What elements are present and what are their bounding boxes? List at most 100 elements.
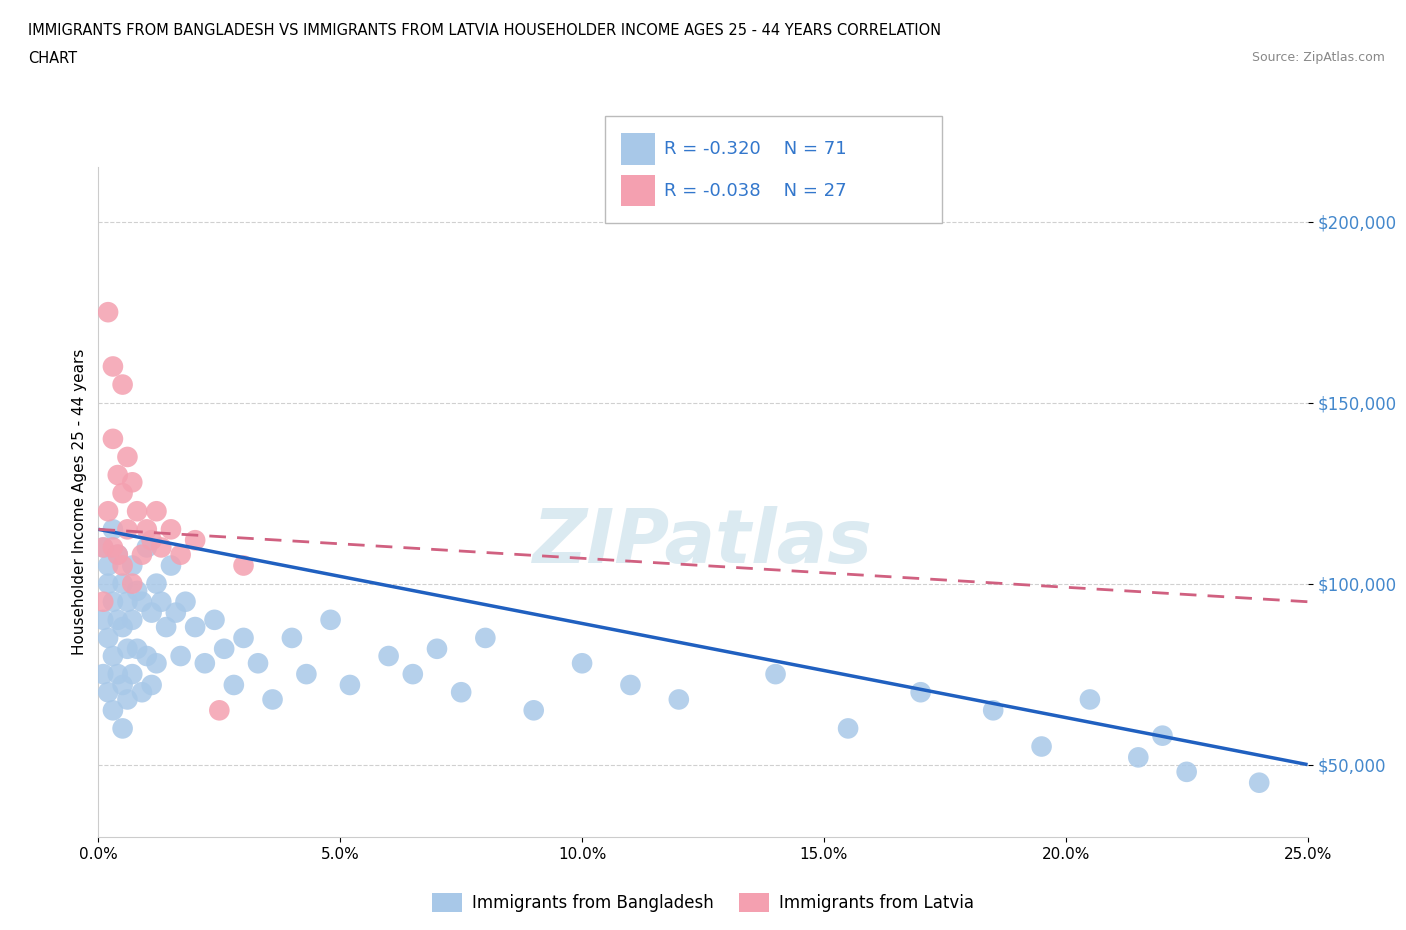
Point <box>222 678 245 693</box>
Point <box>97 504 120 519</box>
Point <box>121 558 143 573</box>
Point <box>107 468 129 483</box>
Point <box>523 703 546 718</box>
Point <box>169 547 191 562</box>
Point <box>160 558 183 573</box>
Point <box>155 619 177 634</box>
Point <box>127 642 149 657</box>
Point <box>97 631 120 645</box>
Point <box>232 558 254 573</box>
Point <box>121 612 143 627</box>
Point <box>107 612 129 627</box>
Point <box>339 678 361 693</box>
Point <box>101 648 124 663</box>
Point <box>135 648 157 663</box>
Point <box>111 558 134 573</box>
Point <box>474 631 496 645</box>
Point <box>111 721 134 736</box>
Point <box>426 642 449 657</box>
Point <box>111 678 134 693</box>
Point <box>295 667 318 682</box>
Text: IMMIGRANTS FROM BANGLADESH VS IMMIGRANTS FROM LATVIA HOUSEHOLDER INCOME AGES 25 : IMMIGRANTS FROM BANGLADESH VS IMMIGRANTS… <box>28 23 941 38</box>
Point <box>232 631 254 645</box>
Point <box>204 612 226 627</box>
Point <box>837 721 859 736</box>
Point <box>145 577 167 591</box>
Point <box>111 577 134 591</box>
Point <box>150 594 173 609</box>
Text: R = -0.038    N = 27: R = -0.038 N = 27 <box>664 181 846 200</box>
Text: CHART: CHART <box>28 51 77 66</box>
Point <box>135 540 157 555</box>
Point <box>127 504 149 519</box>
Point <box>91 594 114 609</box>
Text: Source: ZipAtlas.com: Source: ZipAtlas.com <box>1251 51 1385 64</box>
Point <box>121 577 143 591</box>
Point <box>141 678 163 693</box>
Point <box>1031 739 1053 754</box>
Text: ZIPatlas: ZIPatlas <box>533 506 873 578</box>
Text: R = -0.320    N = 71: R = -0.320 N = 71 <box>664 140 846 158</box>
Point <box>150 540 173 555</box>
Point <box>91 667 114 682</box>
Point <box>668 692 690 707</box>
Point <box>910 684 932 699</box>
Point <box>174 594 197 609</box>
Point <box>107 667 129 682</box>
Point <box>208 703 231 718</box>
Point <box>165 605 187 620</box>
Point <box>247 656 270 671</box>
Y-axis label: Householder Income Ages 25 - 44 years: Householder Income Ages 25 - 44 years <box>72 349 87 656</box>
Point <box>184 619 207 634</box>
Point <box>91 540 114 555</box>
Point <box>262 692 284 707</box>
Point <box>141 533 163 548</box>
Point <box>131 547 153 562</box>
Point <box>121 667 143 682</box>
Point <box>91 540 114 555</box>
Point <box>281 631 304 645</box>
Point <box>91 612 114 627</box>
Point <box>1249 776 1271 790</box>
Point <box>184 533 207 548</box>
Point <box>97 305 120 320</box>
Point <box>131 594 153 609</box>
Point <box>111 485 134 500</box>
Point <box>377 648 399 663</box>
Point <box>117 594 139 609</box>
Point <box>571 656 593 671</box>
Point <box>1175 764 1198 779</box>
Point <box>981 703 1004 718</box>
Point <box>111 378 134 392</box>
Point <box>1078 692 1101 707</box>
Point <box>107 547 129 562</box>
Point <box>319 612 342 627</box>
Point <box>212 642 235 657</box>
Point <box>117 692 139 707</box>
Point <box>131 684 153 699</box>
Point <box>127 583 149 598</box>
Point <box>101 540 124 555</box>
Point <box>1128 750 1150 764</box>
Point <box>101 703 124 718</box>
Point <box>145 504 167 519</box>
Point <box>107 547 129 562</box>
Point <box>101 359 124 374</box>
Point <box>194 656 217 671</box>
Point <box>97 558 120 573</box>
Point <box>619 678 641 693</box>
Point <box>450 684 472 699</box>
Point <box>101 522 124 537</box>
Point <box>169 648 191 663</box>
Legend: Immigrants from Bangladesh, Immigrants from Latvia: Immigrants from Bangladesh, Immigrants f… <box>426 886 980 919</box>
Point <box>101 594 124 609</box>
Point <box>765 667 787 682</box>
Point <box>135 522 157 537</box>
Point <box>101 432 124 446</box>
Point <box>1152 728 1174 743</box>
Point <box>121 475 143 490</box>
Point <box>97 577 120 591</box>
Point <box>145 656 167 671</box>
Point <box>141 605 163 620</box>
Point <box>111 619 134 634</box>
